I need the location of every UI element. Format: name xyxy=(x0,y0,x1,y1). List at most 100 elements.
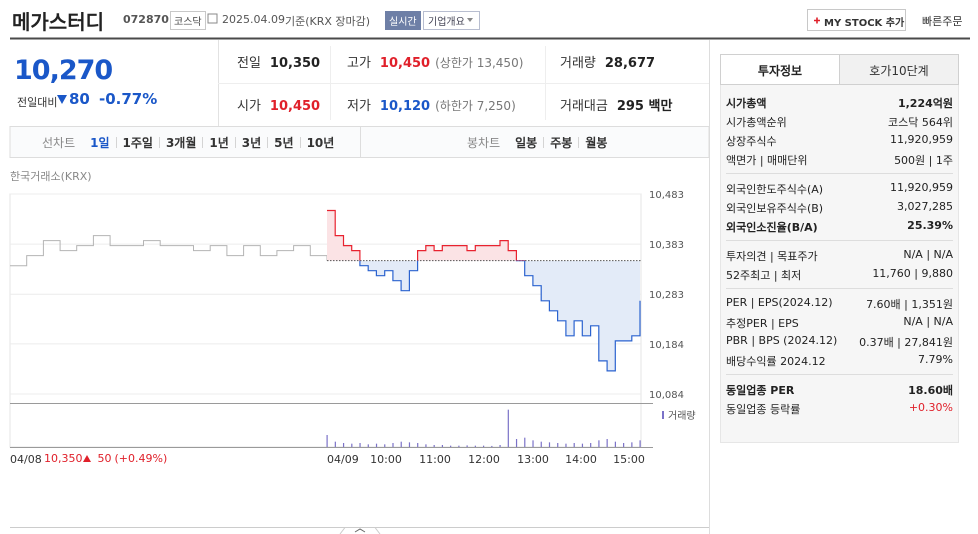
quick-order[interactable]: 빠른주문 xyxy=(922,15,963,28)
volume-bar xyxy=(548,442,551,447)
price-line-up xyxy=(327,209,526,261)
volume-bar xyxy=(441,445,444,447)
info-value: 7.60배 | 1,351원 xyxy=(866,298,953,311)
side-tab-label[interactable]: 호가10단계 xyxy=(869,64,929,78)
stat-item: 시가 10,450 xyxy=(237,95,320,114)
info-value: 3,027,285 xyxy=(897,200,953,213)
info-label: 52주최고 | 최저 xyxy=(726,269,802,282)
volume-bar xyxy=(392,443,394,447)
volume-bar xyxy=(450,445,452,447)
volume-bar xyxy=(474,445,476,447)
stat-label: 거래대금 xyxy=(560,99,608,114)
volume-bar xyxy=(606,439,608,447)
stat-value: 28,677 xyxy=(604,56,656,71)
current-price: 10,270 xyxy=(14,55,113,86)
tab-separator xyxy=(267,137,269,148)
volume-bar xyxy=(342,443,345,447)
y-tick-label: 10,184 xyxy=(649,340,684,351)
volume-bar xyxy=(515,439,518,447)
x-tick-label: 04/09 xyxy=(327,453,359,466)
volume-bar xyxy=(639,440,641,447)
period-tab[interactable]: 1년 xyxy=(209,136,229,150)
volume-bar xyxy=(400,441,402,447)
volume-bar xyxy=(499,445,501,447)
stat-item: 고가 10,450 (상한가 13,450) xyxy=(347,52,523,71)
change-pct: -0.77% xyxy=(99,90,158,108)
down-icon xyxy=(57,95,67,104)
calendar-icon xyxy=(207,13,218,24)
y-tick-label: 10,084 xyxy=(649,390,684,401)
info-value: 1,224억원 xyxy=(897,97,953,110)
dropdown-icon xyxy=(467,18,473,22)
period-tab[interactable]: 주봉 xyxy=(550,136,573,150)
period-tab[interactable]: 1주일 xyxy=(122,136,153,150)
prev-change-pct: (+0.49%) xyxy=(114,452,168,465)
stat-label: 저가 xyxy=(347,99,371,114)
info-label: 동일업종 등락률 xyxy=(726,403,801,416)
prev-change: 50 xyxy=(97,452,112,465)
period-tabs: 봉차트 일봉 주봉 월봉 xyxy=(467,134,607,151)
info-label: 시가총액 xyxy=(726,97,767,110)
stat-label: 시가 xyxy=(237,99,261,114)
period-tab[interactable]: 월봉 xyxy=(585,136,608,150)
info-value: 코스닥 564위 xyxy=(888,116,953,129)
company-button[interactable]: 기업개요 xyxy=(423,11,480,30)
up-icon xyxy=(83,455,91,462)
stat-label: 고가 xyxy=(347,56,371,71)
info-label: 외국인한도주식수(A) xyxy=(726,183,824,196)
stat-note: (하한가 7,250) xyxy=(435,99,516,113)
volume-bar xyxy=(375,443,378,447)
x-tick-label: 12:00 xyxy=(468,453,500,466)
stat-value: 10,350 xyxy=(269,56,321,71)
volume-legend-icon xyxy=(662,411,664,419)
volume-bar xyxy=(433,445,435,447)
period-tab[interactable]: 1일 xyxy=(90,136,110,150)
market-badge: 코스닥 xyxy=(170,11,206,30)
mystock-button[interactable]: MY STOCK 추가 xyxy=(807,9,906,31)
x-tick-label: 11:00 xyxy=(419,453,451,466)
period-bar xyxy=(9,126,710,158)
volume-bar xyxy=(425,444,427,447)
realtime-badge[interactable]: 실시간 xyxy=(385,11,421,30)
tab-separator xyxy=(115,137,117,148)
volume-bar xyxy=(581,443,584,447)
volume-bar xyxy=(466,445,468,447)
expand-tab[interactable] xyxy=(339,527,381,534)
stat-item: 전일 10,350 xyxy=(237,52,320,71)
volume-bar xyxy=(573,443,575,447)
y-tick-label: 10,283 xyxy=(649,290,684,301)
stat-item: 저가 10,120 (하한가 7,250) xyxy=(347,95,516,114)
period-tab[interactable]: 3개월 xyxy=(165,136,197,150)
stat-note: (상한가 13,450) xyxy=(435,56,524,70)
info-label: 배당수익률 2024.12 xyxy=(726,355,826,368)
side-box xyxy=(720,84,959,443)
period-tab[interactable]: 일봉 xyxy=(515,136,538,150)
info-value: N/A | N/A xyxy=(903,248,953,261)
prev-summary: 10,350 50 (+0.49%) xyxy=(44,452,167,465)
info-label: 동일업종 PER xyxy=(726,384,795,397)
stat-label: 전일 xyxy=(237,56,261,71)
period-tab[interactable]: 3년 xyxy=(241,136,262,150)
info-value: N/A | N/A xyxy=(903,315,953,328)
volume-bar xyxy=(384,444,386,447)
period-tab[interactable]: 10년 xyxy=(306,136,335,150)
volume-bar xyxy=(614,441,616,447)
info-label: 상장주식수 xyxy=(726,135,777,148)
change-value: 80 xyxy=(69,90,90,108)
stock-code: 072870 xyxy=(123,13,169,26)
info-value: 18.60배 xyxy=(908,384,953,397)
info-label: 시가총액순위 xyxy=(726,116,787,129)
period-tab[interactable]: 5년 xyxy=(274,136,294,150)
chevron-icon xyxy=(354,528,366,533)
stat-label: 거래량 xyxy=(560,56,596,71)
info-value: 25.39% xyxy=(907,219,953,232)
period-tabs: 선차트 1일 1주일 3개월 1년 3년 5년 10년 xyxy=(42,134,334,151)
stat-value: 10,450 xyxy=(379,56,431,71)
tab-separator xyxy=(543,137,545,148)
side-tab-label[interactable]: 투자정보 xyxy=(757,64,803,78)
area-down xyxy=(327,260,640,371)
info-value: 11,920,959 xyxy=(890,181,953,194)
stat-value: 10,120 xyxy=(379,99,431,114)
